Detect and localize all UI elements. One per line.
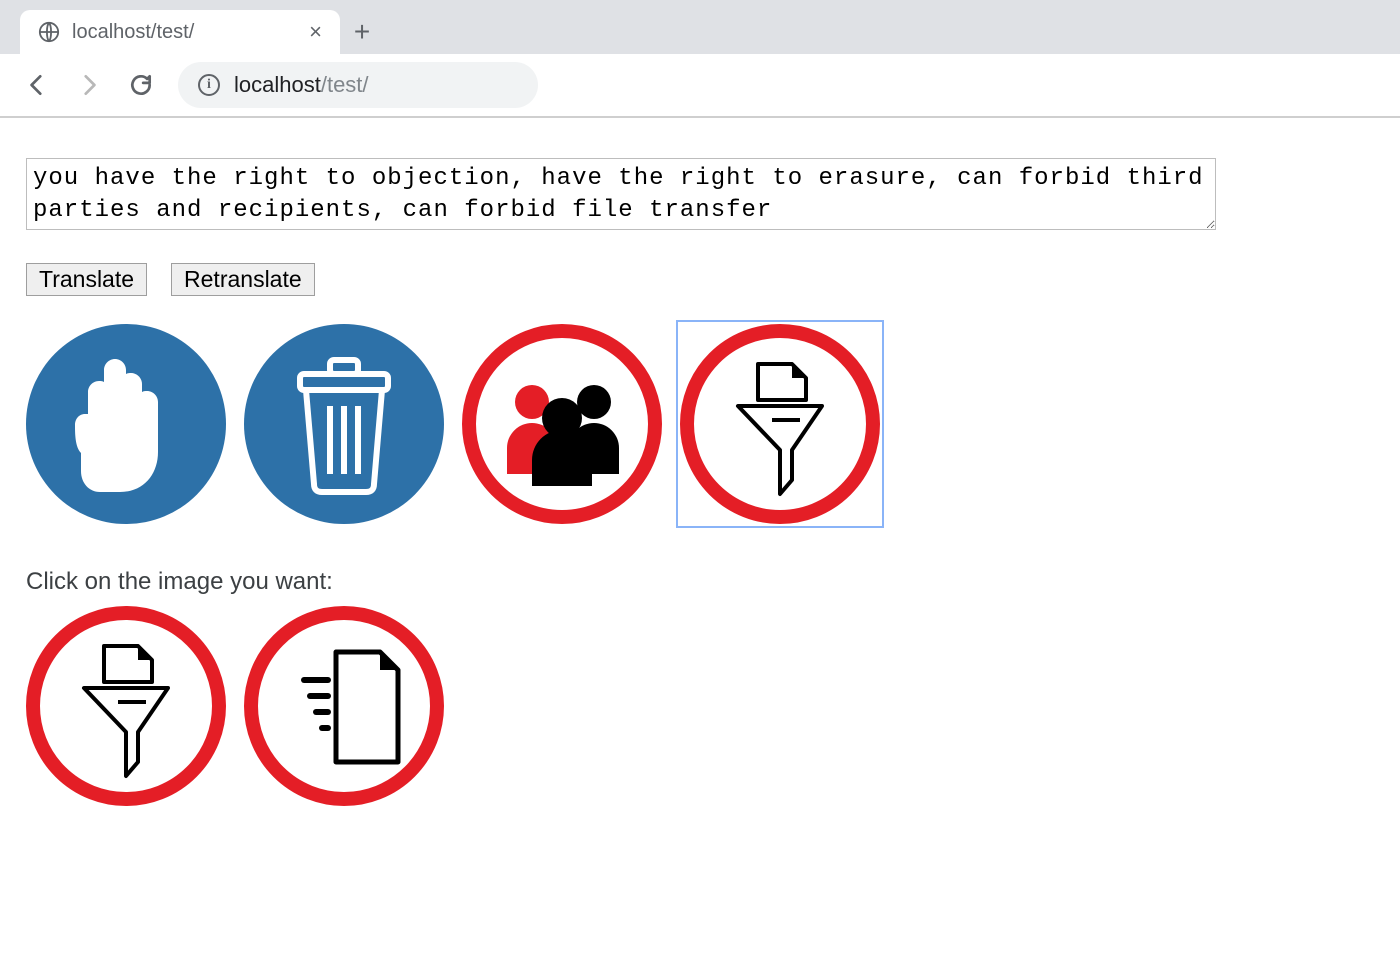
globe-icon (38, 21, 60, 43)
icon-choice-row (26, 606, 1374, 806)
choice-prompt: Click on the image you want: (26, 568, 1374, 596)
reload-button[interactable] (126, 70, 156, 100)
address-bar[interactable]: i localhost/test/ (178, 62, 538, 108)
forward-button[interactable] (74, 70, 104, 100)
source-text-input[interactable] (26, 158, 1216, 230)
translation-result-icons (26, 324, 1374, 524)
hand-stop-icon[interactable] (26, 324, 226, 524)
close-tab-icon[interactable]: × (309, 19, 322, 45)
browser-chrome: localhost/test/ × + i localhost/test/ (0, 0, 1400, 118)
back-button[interactable] (22, 70, 52, 100)
site-info-icon[interactable]: i (198, 74, 220, 96)
file-transfer-icon[interactable] (244, 606, 444, 806)
translate-button[interactable]: Translate (26, 263, 147, 296)
action-buttons: Translate Retranslate (26, 263, 1374, 296)
url-host: localhost (234, 72, 321, 97)
toolbar: i localhost/test/ (0, 54, 1400, 118)
page-body: Translate Retranslate (0, 118, 1400, 846)
file-funnel-icon[interactable] (26, 606, 226, 806)
retranslate-button[interactable]: Retranslate (171, 263, 315, 296)
url-path: /test/ (321, 72, 369, 97)
new-tab-button[interactable]: + (340, 10, 384, 54)
trash-icon[interactable] (244, 324, 444, 524)
file-funnel-icon[interactable] (680, 324, 880, 524)
active-tab[interactable]: localhost/test/ × (20, 10, 340, 54)
people-group-icon[interactable] (462, 324, 662, 524)
tab-title: localhost/test/ (72, 21, 194, 44)
tab-strip: localhost/test/ × + (0, 0, 1400, 54)
